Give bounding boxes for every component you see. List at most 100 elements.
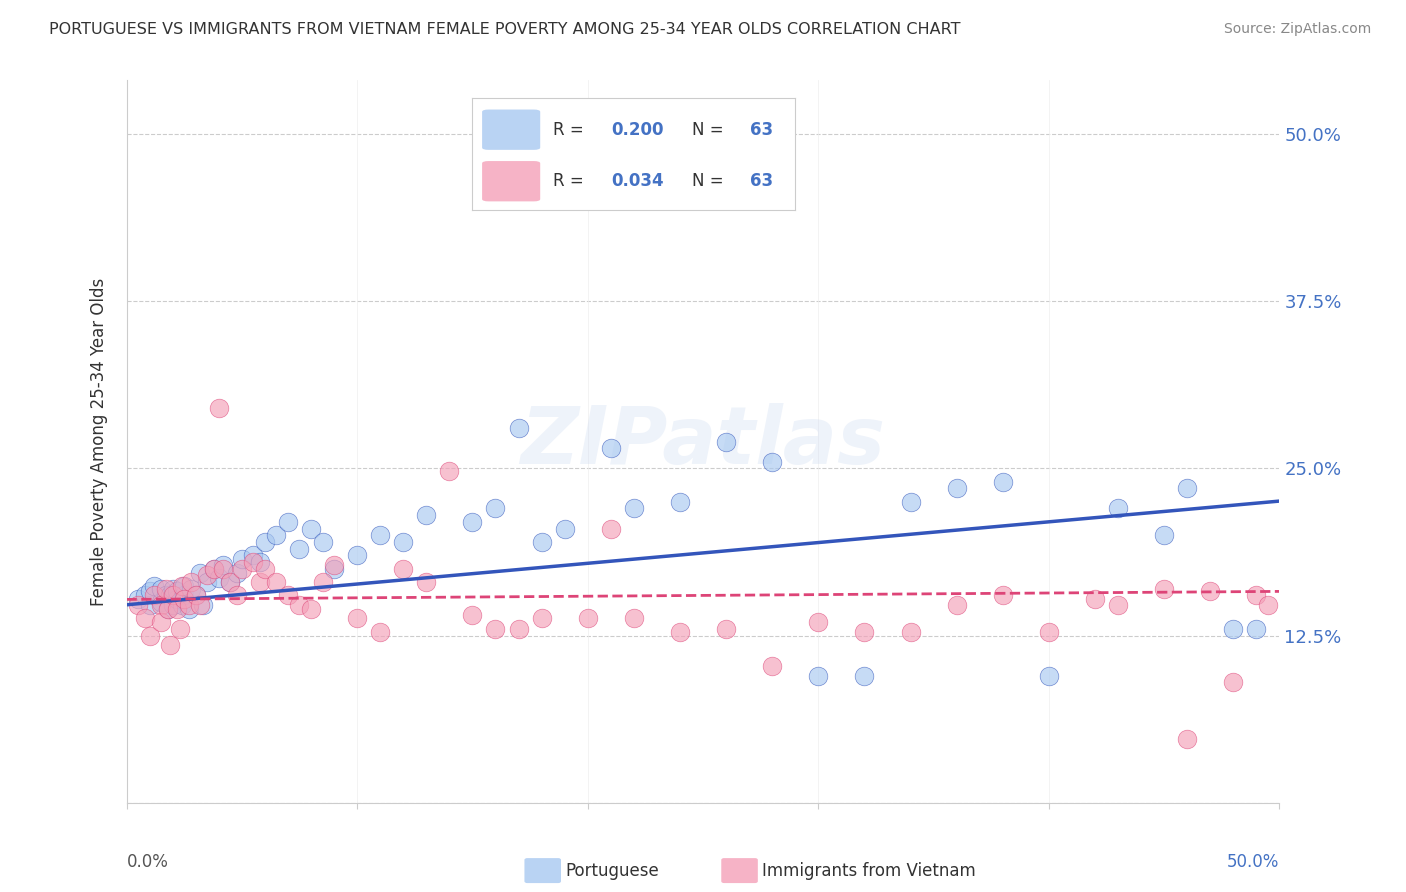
Point	[266, 528, 288, 542]
Point	[1107, 598, 1129, 612]
Point	[508, 622, 530, 636]
Point	[484, 622, 506, 636]
Point	[1246, 622, 1268, 636]
Point	[761, 659, 783, 673]
Point	[1199, 584, 1222, 599]
Point	[991, 475, 1014, 489]
Point	[226, 566, 249, 580]
Point	[249, 555, 271, 569]
Point	[177, 602, 200, 616]
Point	[143, 579, 166, 593]
Point	[166, 584, 188, 599]
Point	[368, 528, 391, 542]
Point	[1222, 675, 1244, 690]
Point	[311, 575, 333, 590]
Point	[1222, 622, 1244, 636]
Point	[299, 521, 322, 535]
Point	[173, 592, 195, 607]
Point	[180, 582, 202, 596]
Point	[150, 598, 173, 612]
Point	[508, 421, 530, 435]
Point	[242, 548, 264, 563]
Point	[853, 624, 876, 639]
Text: PORTUGUESE VS IMMIGRANTS FROM VIETNAM FEMALE POVERTY AMONG 25-34 YEAR OLDS CORRE: PORTUGUESE VS IMMIGRANTS FROM VIETNAM FE…	[49, 22, 960, 37]
Text: ZIPatlas: ZIPatlas	[520, 402, 886, 481]
Point	[180, 575, 202, 590]
Point	[170, 579, 193, 593]
Point	[288, 541, 311, 556]
Point	[150, 595, 173, 609]
Point	[242, 555, 264, 569]
Point	[155, 589, 177, 603]
Point	[807, 615, 830, 630]
Text: 50.0%: 50.0%	[1227, 854, 1279, 871]
Point	[599, 442, 621, 455]
Point	[714, 434, 737, 449]
Point	[138, 584, 160, 599]
Point	[138, 628, 160, 642]
Point	[150, 615, 173, 630]
Point	[1175, 482, 1198, 496]
Point	[191, 598, 214, 612]
Point	[249, 575, 271, 590]
Point	[323, 558, 346, 572]
Point	[212, 562, 235, 576]
Point	[1107, 501, 1129, 516]
Point	[127, 592, 149, 607]
Point	[188, 598, 211, 612]
Point	[530, 611, 553, 625]
Point	[208, 571, 231, 585]
Point	[169, 622, 191, 636]
Point	[155, 582, 177, 596]
Point	[623, 611, 645, 625]
Point	[162, 582, 184, 596]
Point	[177, 598, 200, 612]
Point	[195, 575, 218, 590]
Point	[188, 566, 211, 580]
Point	[439, 464, 461, 478]
Point	[288, 598, 311, 612]
Point	[277, 589, 299, 603]
Point	[530, 534, 553, 549]
Point	[1153, 528, 1175, 542]
Point	[576, 611, 599, 625]
Point	[900, 494, 922, 508]
Point	[669, 624, 692, 639]
Point	[945, 482, 967, 496]
Point	[368, 624, 391, 639]
Point	[231, 562, 253, 576]
Point	[415, 575, 437, 590]
Point	[166, 592, 188, 607]
Point	[173, 589, 195, 603]
Point	[623, 501, 645, 516]
Point	[807, 669, 830, 683]
Point	[323, 562, 346, 576]
Point	[219, 575, 242, 590]
Point	[991, 589, 1014, 603]
Point	[202, 562, 225, 576]
Point	[277, 515, 299, 529]
Point	[266, 575, 288, 590]
Point	[184, 589, 207, 603]
Point	[554, 521, 576, 535]
Point	[346, 611, 368, 625]
Point	[138, 598, 160, 612]
Point	[1038, 624, 1060, 639]
Point	[253, 562, 276, 576]
Point	[853, 669, 876, 683]
Point	[159, 589, 181, 603]
Point	[170, 598, 193, 612]
Point	[202, 562, 225, 576]
Point	[157, 602, 180, 616]
Point	[173, 579, 195, 593]
Point	[714, 622, 737, 636]
Point	[461, 608, 484, 623]
Point	[212, 558, 235, 572]
Text: Immigrants from Vietnam: Immigrants from Vietnam	[762, 862, 976, 880]
Text: 0.0%: 0.0%	[127, 854, 169, 871]
Point	[150, 582, 173, 596]
Point	[159, 638, 181, 652]
Point	[1175, 731, 1198, 746]
Point	[143, 589, 166, 603]
Point	[669, 494, 692, 508]
